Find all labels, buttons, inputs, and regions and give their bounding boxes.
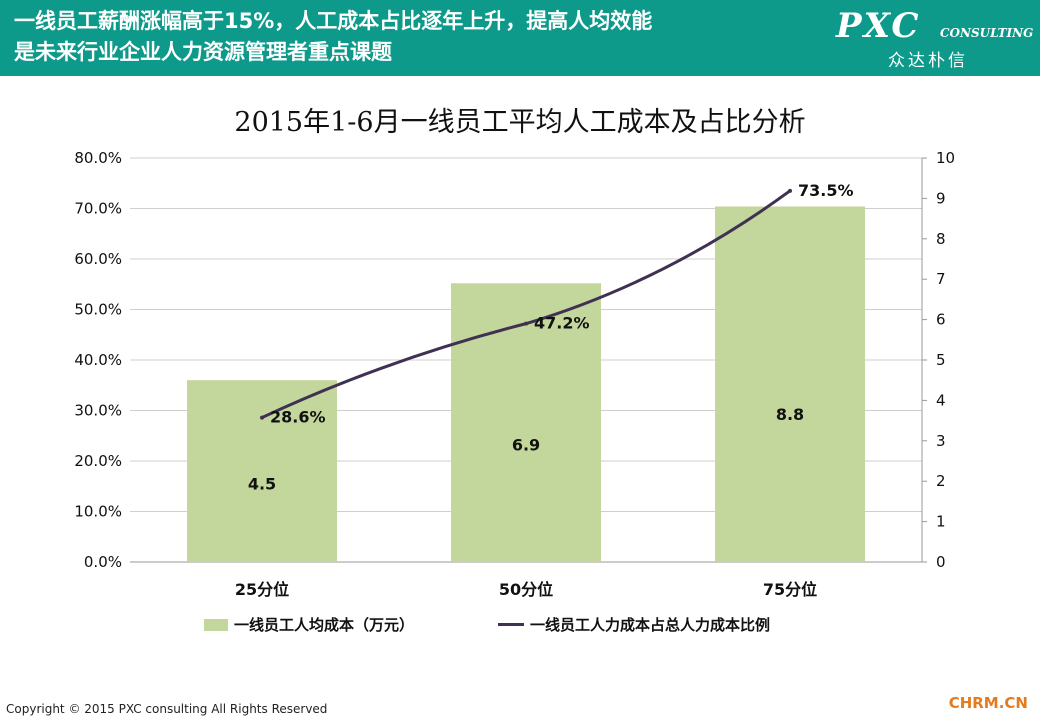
chart-canvas: 0.0% 10.0% 20.0% 30.0% 40.0% 50.0% 60.0% 70.0% 8… <box>74 149 955 599</box>
y-right-tick-label: 7 <box>936 270 946 288</box>
x-category-label: 75分位 <box>763 580 817 599</box>
header-banner: 一线员工薪酬涨幅高于15%，人工成本占比逐年上升，提高人均效能 是未来行业企业人… <box>0 0 1040 76</box>
header-title: 一线员工薪酬涨幅高于15%，人工成本占比逐年上升，提高人均效能 是未来行业企业人… <box>14 6 834 68</box>
bar-data-label: 4.5 <box>248 474 276 493</box>
y-right-tick-label: 3 <box>936 432 946 450</box>
x-category-label: 50分位 <box>499 580 553 599</box>
line-point <box>788 188 792 193</box>
bar-data-label: 8.8 <box>776 405 804 424</box>
y-left-tick-label: 50.0% <box>74 301 122 319</box>
y-left-tick-label: 20.0% <box>74 452 122 470</box>
y-right-tick-label: 10 <box>936 149 955 167</box>
chart-legend: 一线员工人均成本（万元） 一线员工人力成本占总人力成本比例 <box>0 614 1040 636</box>
logo-consulting: CONSULTING <box>940 26 1034 40</box>
bar <box>451 283 601 562</box>
legend-swatch-bar <box>204 618 228 631</box>
y-left-tick-label: 60.0% <box>74 250 122 268</box>
legend-item-bar: 一线员工人均成本（万元） <box>204 614 414 635</box>
header-title-line1: 一线员工薪酬涨幅高于15%，人工成本占比逐年上升，提高人均效能 <box>14 9 653 33</box>
line-point <box>524 321 528 326</box>
y-left-tick-label: 40.0% <box>74 351 122 369</box>
y-right-tick-label: 2 <box>936 472 946 490</box>
x-category-label: 25分位 <box>235 580 289 599</box>
y-left-tick-label: 80.0% <box>74 149 122 167</box>
y-left-tick-label: 30.0% <box>74 402 122 420</box>
y-left-tick-label: 0.0% <box>84 553 122 571</box>
y-right-tick-label: 8 <box>936 230 946 248</box>
legend-label-bar: 一线员工人均成本（万元） <box>234 616 415 634</box>
bar <box>187 380 337 562</box>
footer-copyright: Copyright © 2015 PXC consulting All Righ… <box>6 702 328 716</box>
y-right-tick-label: 0 <box>936 553 946 571</box>
line-data-label: 47.2% <box>534 314 590 333</box>
y-right-tick-label: 5 <box>936 351 946 369</box>
y-left-tick-label: 70.0% <box>74 200 122 218</box>
header-title-line2: 是未来行业企业人力资源管理者重点课题 <box>14 40 392 64</box>
line-point <box>260 415 264 420</box>
chart-title: 2015年1-6月一线员工平均人工成本及占比分析 <box>234 107 806 138</box>
y-right-tick-label: 4 <box>936 391 946 409</box>
legend-swatch-line <box>498 623 524 626</box>
line-data-label: 73.5% <box>798 181 854 200</box>
y-right-tick-label: 6 <box>936 311 946 329</box>
y-right-tick-label: 1 <box>936 513 946 531</box>
bar-data-label: 6.9 <box>512 435 540 454</box>
y-right-tick-label: 9 <box>936 189 946 207</box>
logo-chinese: 众达朴信 <box>888 51 968 71</box>
footer-brand: CHRM.CN <box>948 694 1028 712</box>
logo-pxc: PXC <box>836 6 921 46</box>
legend-item-line: 一线员工人力成本占总人力成本比例 <box>498 614 770 635</box>
bar <box>715 206 865 562</box>
legend-label-line: 一线员工人力成本占总人力成本比例 <box>530 616 771 634</box>
line-data-label: 28.6% <box>270 408 326 427</box>
y-left-tick-label: 10.0% <box>74 503 122 521</box>
